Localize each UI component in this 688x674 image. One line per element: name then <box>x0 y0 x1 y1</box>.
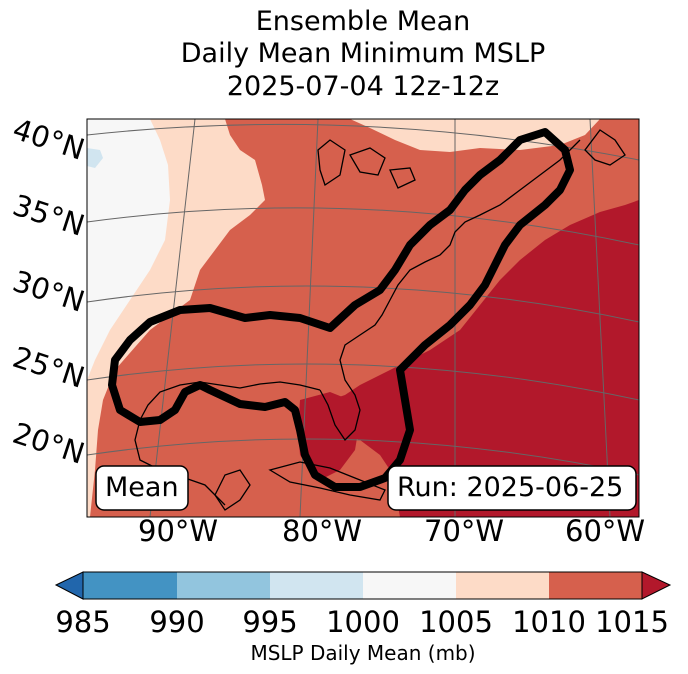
run-label: Run: 2025-06-25 <box>397 472 624 503</box>
parallel-30n <box>87 285 639 323</box>
coastline-maritimes <box>584 129 626 166</box>
pressure-band-1000-1005 <box>87 119 170 380</box>
lon-label-70w: 70°W <box>424 514 505 548</box>
pressure-band-above-1015 <box>300 200 639 517</box>
coastline-cuba <box>268 461 386 501</box>
colorbar-segment-1005-1010 <box>456 572 549 599</box>
colorbar-tick-1000: 1000 <box>326 605 400 639</box>
colorbar-extend-low <box>54 571 84 600</box>
lon-label-80w: 80°W <box>282 514 363 548</box>
colorbar-segment-990-995 <box>177 572 270 599</box>
colorbar-tick-990: 990 <box>149 605 205 639</box>
colorbar-tick-995: 995 <box>242 605 298 639</box>
meridian-60w <box>589 119 611 517</box>
title-line-2: Daily Mean Minimum MSLP <box>180 38 546 69</box>
colorbar-extend-high <box>641 571 672 600</box>
colorbar-tick-1010: 1010 <box>512 605 586 639</box>
coastline-east <box>319 139 581 442</box>
colorbar-segment-1010-1015 <box>549 572 642 599</box>
colorbar <box>54 571 672 600</box>
parallel-35n <box>87 207 639 246</box>
map-frame <box>86 118 640 518</box>
meridian-90w <box>149 119 196 517</box>
coastline-great-lakes <box>317 139 416 189</box>
lon-label-60w: 60°W <box>565 514 646 548</box>
run-box <box>387 465 637 511</box>
colorbar-tick-985: 985 <box>55 605 111 639</box>
mean-label: Mean <box>105 472 179 503</box>
pressure-band-995-1000 <box>87 148 103 168</box>
colorbar-segment-985-990 <box>83 572 177 599</box>
pressure-band-1005-1010-north <box>350 119 600 152</box>
colorbar-tick-1015: 1015 <box>595 605 669 639</box>
colorbar-frame <box>82 571 643 600</box>
title-line-3: 2025-07-04 12z-12z <box>226 71 500 102</box>
colorbar-segment-1000-1005 <box>363 572 456 599</box>
colorbar-label: MSLP Daily Mean (mb) <box>250 641 476 665</box>
parallel-20n <box>87 438 639 476</box>
mean-box <box>95 465 189 511</box>
pressure-band-above-1015-gulf <box>298 392 360 480</box>
lon-label-90w: 90°W <box>138 514 219 548</box>
title-line-1: Ensemble Mean <box>255 6 471 37</box>
contour-outline <box>108 128 574 491</box>
coastline-yucatan <box>214 469 251 511</box>
parallel-25n <box>87 363 639 401</box>
colorbar-segment-995-1000 <box>270 572 363 599</box>
colorbar-tick-1005: 1005 <box>419 605 493 639</box>
